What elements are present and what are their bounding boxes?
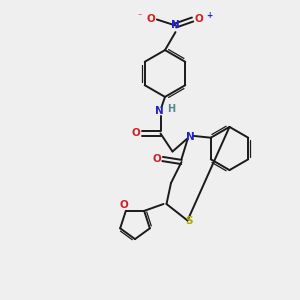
- Text: H: H: [167, 104, 175, 114]
- Text: N: N: [154, 106, 164, 116]
- Text: O: O: [146, 14, 155, 25]
- Text: S: S: [185, 216, 193, 226]
- Text: O: O: [152, 154, 161, 164]
- Text: O: O: [131, 128, 140, 139]
- Text: O: O: [119, 200, 128, 211]
- Text: ⁻: ⁻: [138, 11, 142, 20]
- Text: O: O: [194, 14, 203, 25]
- Text: N: N: [171, 20, 180, 31]
- Text: N: N: [186, 131, 195, 142]
- Text: +: +: [206, 11, 212, 20]
